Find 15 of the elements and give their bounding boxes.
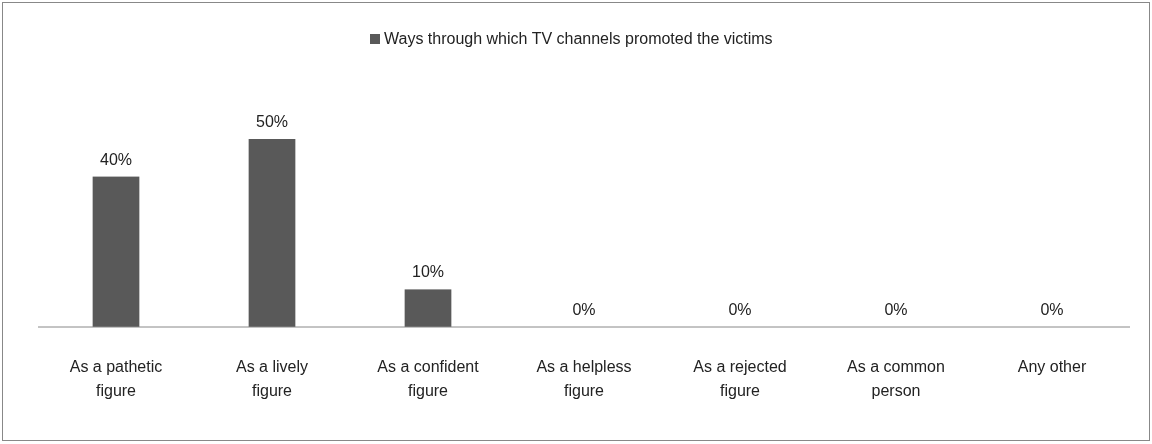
- data-label: 10%: [411, 263, 445, 281]
- legend-label: Ways through which TV channels promoted the victims: [384, 30, 773, 47]
- data-label: 0%: [884, 301, 908, 318]
- x-tick-label: As a rejected figure: [693, 358, 787, 399]
- data-label: 0%: [572, 301, 596, 318]
- data-label: 50%: [255, 113, 289, 130]
- x-tick-label: As a common person: [847, 358, 945, 399]
- x-tick-label: As a helpless figure: [536, 358, 632, 399]
- data-label: 40%: [99, 150, 133, 168]
- x-tick-label: As a lively figure: [235, 358, 309, 399]
- data-label: 0%: [1040, 301, 1064, 318]
- x-tick-label: As a pathetic figure: [69, 358, 163, 399]
- x-tick-label: As a confident figure: [377, 358, 480, 399]
- x-tick-label: Any other: [1017, 358, 1087, 375]
- data-label: 0%: [728, 301, 752, 318]
